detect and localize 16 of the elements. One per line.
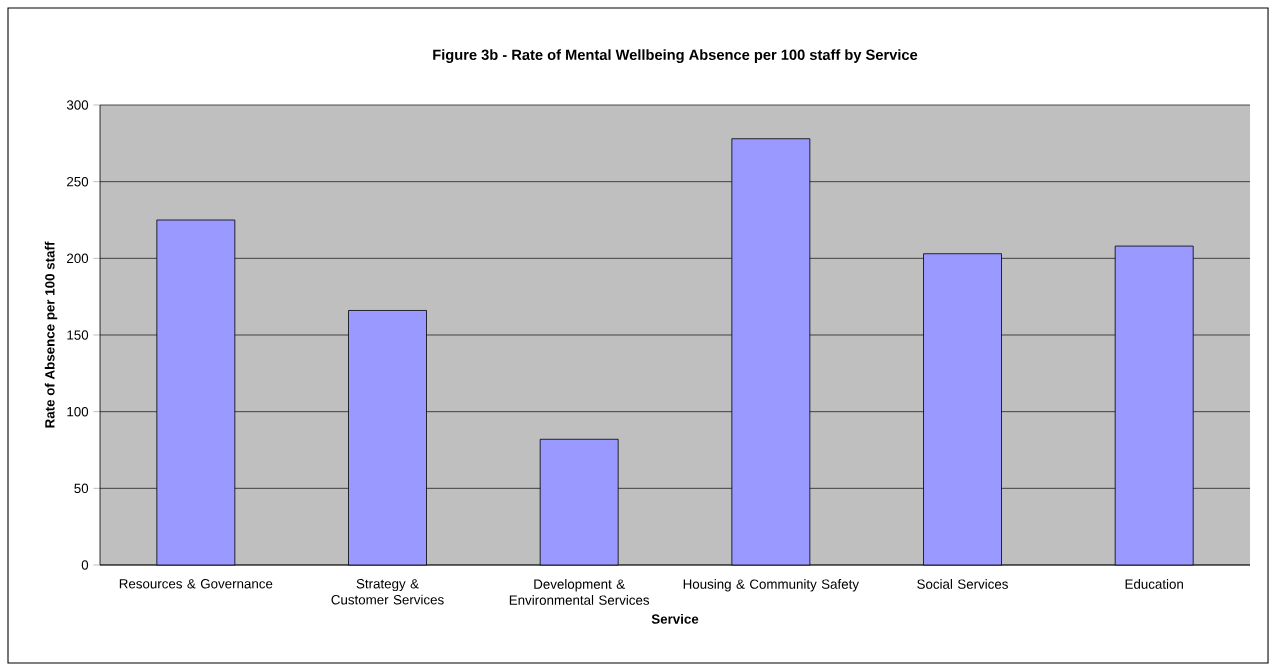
- y-tick-label: 300: [66, 100, 89, 110]
- y-tick-label: 50: [74, 483, 89, 494]
- y-tick-label: 150: [67, 330, 89, 340]
- x-tick-label: Education: [1125, 579, 1183, 589]
- x-tick-label: Resources & Governance: [119, 579, 273, 589]
- y-axis-title: Rate of Absence per 100 staff: [44, 241, 58, 428]
- y-tick-label: 0: [81, 560, 89, 570]
- y-tick-label: 250: [67, 176, 89, 187]
- y-tick-label: 100: [67, 406, 89, 417]
- x-tick-label: Development & Environmental Services: [509, 579, 650, 605]
- x-tick-label: Social Services: [917, 579, 1008, 589]
- x-tick-label: Strategy & Customer Services: [331, 579, 444, 605]
- chart-title: Figure 3b - Rate of Mental Wellbeing Absence per 100 staff by Service: [433, 49, 918, 63]
- y-tick-label: 200: [67, 253, 89, 264]
- x-axis-title: Service: [651, 613, 699, 624]
- x-tick-label: Housing & Community Safety: [683, 579, 859, 592]
